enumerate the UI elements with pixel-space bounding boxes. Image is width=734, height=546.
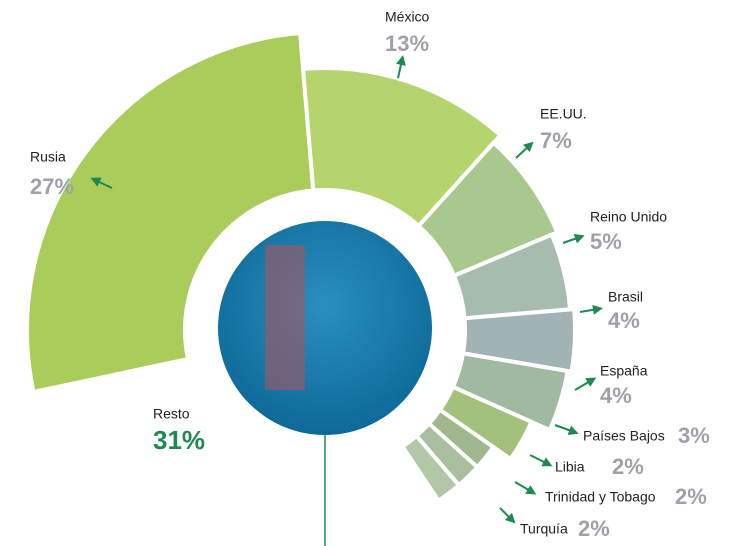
segment xyxy=(415,139,560,279)
arrow xyxy=(514,481,537,495)
arrow xyxy=(90,177,113,189)
arrow xyxy=(574,377,597,391)
value-label: 4% xyxy=(600,383,632,408)
ship xyxy=(265,245,305,390)
category-label: México xyxy=(385,9,430,25)
arrow xyxy=(515,141,534,159)
value-label: 13% xyxy=(385,31,429,56)
category-label: EE.UU. xyxy=(540,106,587,122)
value-label: 7% xyxy=(540,128,572,153)
value-label: 4% xyxy=(608,308,640,333)
value-label: 5% xyxy=(590,229,622,254)
arrow xyxy=(562,233,585,244)
category-label: Rusia xyxy=(30,149,66,165)
category-label: Brasil xyxy=(608,289,643,305)
value-label: 31% xyxy=(153,425,205,455)
segments xyxy=(25,30,577,537)
category-label: Países Bajos xyxy=(583,428,665,444)
category-label: Reino Unido xyxy=(590,209,667,225)
value-label: 2% xyxy=(675,484,707,509)
category-label: Turquía xyxy=(520,521,568,537)
photo xyxy=(218,221,432,435)
category-label: España xyxy=(600,363,648,379)
arrow xyxy=(396,55,406,79)
category-label: Resto xyxy=(153,406,190,422)
category-label: Libia xyxy=(555,459,585,475)
arrow xyxy=(499,507,516,524)
value-label: 2% xyxy=(578,516,610,541)
segment xyxy=(122,356,442,537)
segment xyxy=(25,30,316,395)
value-label: 27% xyxy=(30,174,74,199)
category-label: Trinidad y Tobago xyxy=(545,489,656,505)
labels: Rusia 27% México 13% EE.UU. 7% Reino Unido 5% Br… xyxy=(30,9,710,541)
segment xyxy=(300,66,504,229)
arrow xyxy=(554,424,579,435)
value-label: 2% xyxy=(612,454,644,479)
value-label: 3% xyxy=(678,423,710,448)
arrow xyxy=(579,304,603,315)
arrow xyxy=(529,454,553,467)
